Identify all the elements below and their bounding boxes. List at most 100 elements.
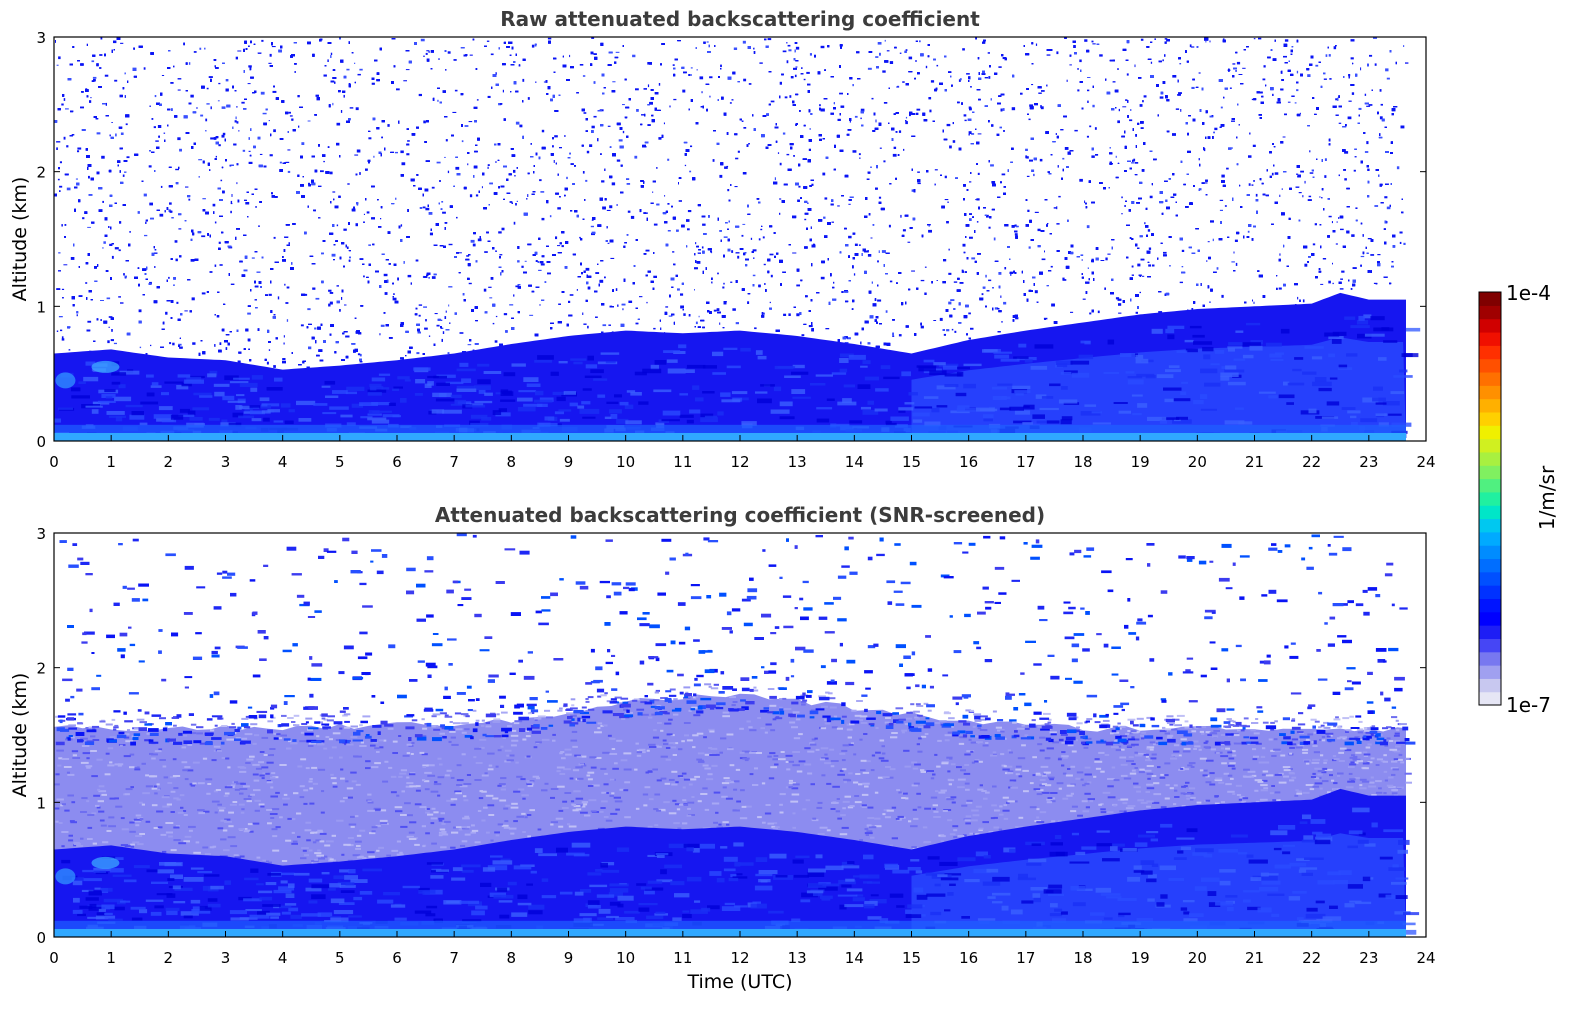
colorbar-step: [1479, 651, 1501, 666]
colorbar-step: [1479, 545, 1501, 560]
x-tick-label: 11: [673, 453, 692, 471]
x-tick-label: 15: [902, 453, 921, 471]
x-axis-label: Time (UTC): [686, 971, 792, 993]
near-ground-strip: [54, 432, 1406, 441]
colorbar-step: [1479, 625, 1501, 639]
colorbar-step: [1479, 638, 1501, 653]
x-tick-label: 18: [1073, 949, 1092, 967]
colorbar-step: [1479, 598, 1501, 613]
x-tick-label: 22: [1302, 453, 1321, 471]
y-tick-label: 3: [36, 525, 46, 543]
colorbar-step: [1479, 371, 1501, 386]
colorbar: 1e-4 1e-7 1/m/sr: [1478, 281, 1559, 717]
colorbar-step: [1479, 491, 1501, 506]
y-axis-screened: 0 1 2 3: [36, 525, 1426, 947]
colorbar-step: [1479, 318, 1501, 333]
colorbar-step: [1479, 478, 1501, 493]
colorbar-frame: [1478, 291, 1502, 706]
x-tick-label: 8: [507, 453, 517, 471]
x-tick-label: 10: [616, 453, 635, 471]
colorbar-unit-label: 1/m/sr: [1535, 465, 1559, 530]
x-tick-label: 23: [1359, 453, 1378, 471]
x-tick-label: 17: [1016, 453, 1035, 471]
x-tick-label: 1: [106, 949, 116, 967]
x-tick-label: 19: [1131, 949, 1150, 967]
x-tick-label: 7: [449, 453, 459, 471]
y-tick-label: 1: [36, 794, 46, 812]
colorbar-step: [1479, 385, 1501, 400]
colorbar-step: [1479, 678, 1501, 693]
colorbar-step: [1479, 505, 1501, 520]
x-tick-label: 3: [221, 949, 231, 967]
x-tick-label: 16: [959, 949, 978, 967]
colorbar-step: [1479, 292, 1501, 306]
near-ground-strip: [54, 928, 1406, 937]
panel-title-raw: Raw attenuated backscattering coefficien…: [500, 7, 980, 31]
x-tick-label: 12: [730, 949, 749, 967]
x-tick-label: 8: [507, 949, 517, 967]
x-tick-label: 7: [449, 949, 459, 967]
colorbar-step: [1479, 518, 1501, 533]
colorbar-step: [1479, 358, 1501, 373]
x-tick-label: 2: [164, 453, 174, 471]
colorbar-step: [1479, 451, 1501, 466]
x-tick-label: 21: [1245, 453, 1264, 471]
plot-area-raw: [54, 37, 1421, 441]
x-tick-label: 6: [392, 949, 402, 967]
colorbar-min-label: 1e-7: [1506, 693, 1551, 717]
x-tick-label: 20: [1188, 949, 1207, 967]
x-tick-label: 21: [1245, 949, 1264, 967]
plot-area-screened: [54, 533, 1420, 937]
x-tick-label: 18: [1073, 453, 1092, 471]
x-tick-label: 0: [49, 949, 59, 967]
x-tick-label: 2: [164, 949, 174, 967]
x-tick-label: 13: [788, 949, 807, 967]
screened-backscatter-panel: Attenuated backscattering coefficient (S…: [9, 503, 1436, 993]
colorbar-step: [1479, 691, 1501, 706]
colorbar-step: [1479, 531, 1501, 546]
y-tick-label: 0: [36, 433, 46, 451]
x-tick-label: 13: [788, 453, 807, 471]
colorbar-step: [1479, 425, 1501, 440]
colorbar-step: [1479, 305, 1501, 320]
y-axis-label-raw: Altitude (km): [9, 177, 31, 302]
y-axis-label-screened: Altitude (km): [9, 673, 31, 798]
colorbar-step: [1479, 465, 1501, 480]
x-tick-label: 23: [1359, 949, 1378, 967]
y-tick-label: 2: [36, 660, 46, 678]
x-tick-label: 24: [1416, 453, 1435, 471]
y-axis-raw: 0 1 2 3: [36, 29, 1426, 451]
x-tick-label: 9: [564, 453, 574, 471]
colorbar-step: [1479, 611, 1501, 626]
y-tick-label: 1: [36, 298, 46, 316]
x-tick-label: 11: [673, 949, 692, 967]
x-tick-label: 14: [845, 949, 864, 967]
colorbar-step: [1479, 585, 1501, 600]
x-tick-label: 12: [730, 453, 749, 471]
x-tick-label: 24: [1416, 949, 1435, 967]
x-tick-label: 4: [278, 453, 288, 471]
x-tick-label: 4: [278, 949, 288, 967]
colorbar-gradient: [1479, 292, 1501, 706]
colorbar-step: [1479, 398, 1501, 413]
x-tick-label: 6: [392, 453, 402, 471]
x-tick-label: 20: [1188, 453, 1207, 471]
x-tick-label: 10: [616, 949, 635, 967]
colorbar-step: [1479, 331, 1501, 346]
x-tick-label: 15: [902, 949, 921, 967]
y-tick-label: 2: [36, 164, 46, 182]
colorbar-step: [1479, 571, 1501, 586]
y-tick-label: 0: [36, 929, 46, 947]
x-tick-label: 14: [845, 453, 864, 471]
y-tick-label: 3: [36, 29, 46, 47]
x-tick-label: 17: [1016, 949, 1035, 967]
raw-backscatter-panel: Raw attenuated backscattering coefficien…: [9, 7, 1436, 471]
x-tick-label: 19: [1131, 453, 1150, 471]
colorbar-step: [1479, 438, 1501, 453]
colorbar-step: [1479, 665, 1501, 679]
x-tick-label: 1: [106, 453, 116, 471]
x-axis-raw: 0 1 2 3 4 5 6 7 8 9 10 11 12 13 14 15 16 17 18 19 20 21 22 23 24: [49, 435, 1436, 471]
x-tick-label: 5: [335, 949, 345, 967]
x-tick-label: 3: [221, 453, 231, 471]
